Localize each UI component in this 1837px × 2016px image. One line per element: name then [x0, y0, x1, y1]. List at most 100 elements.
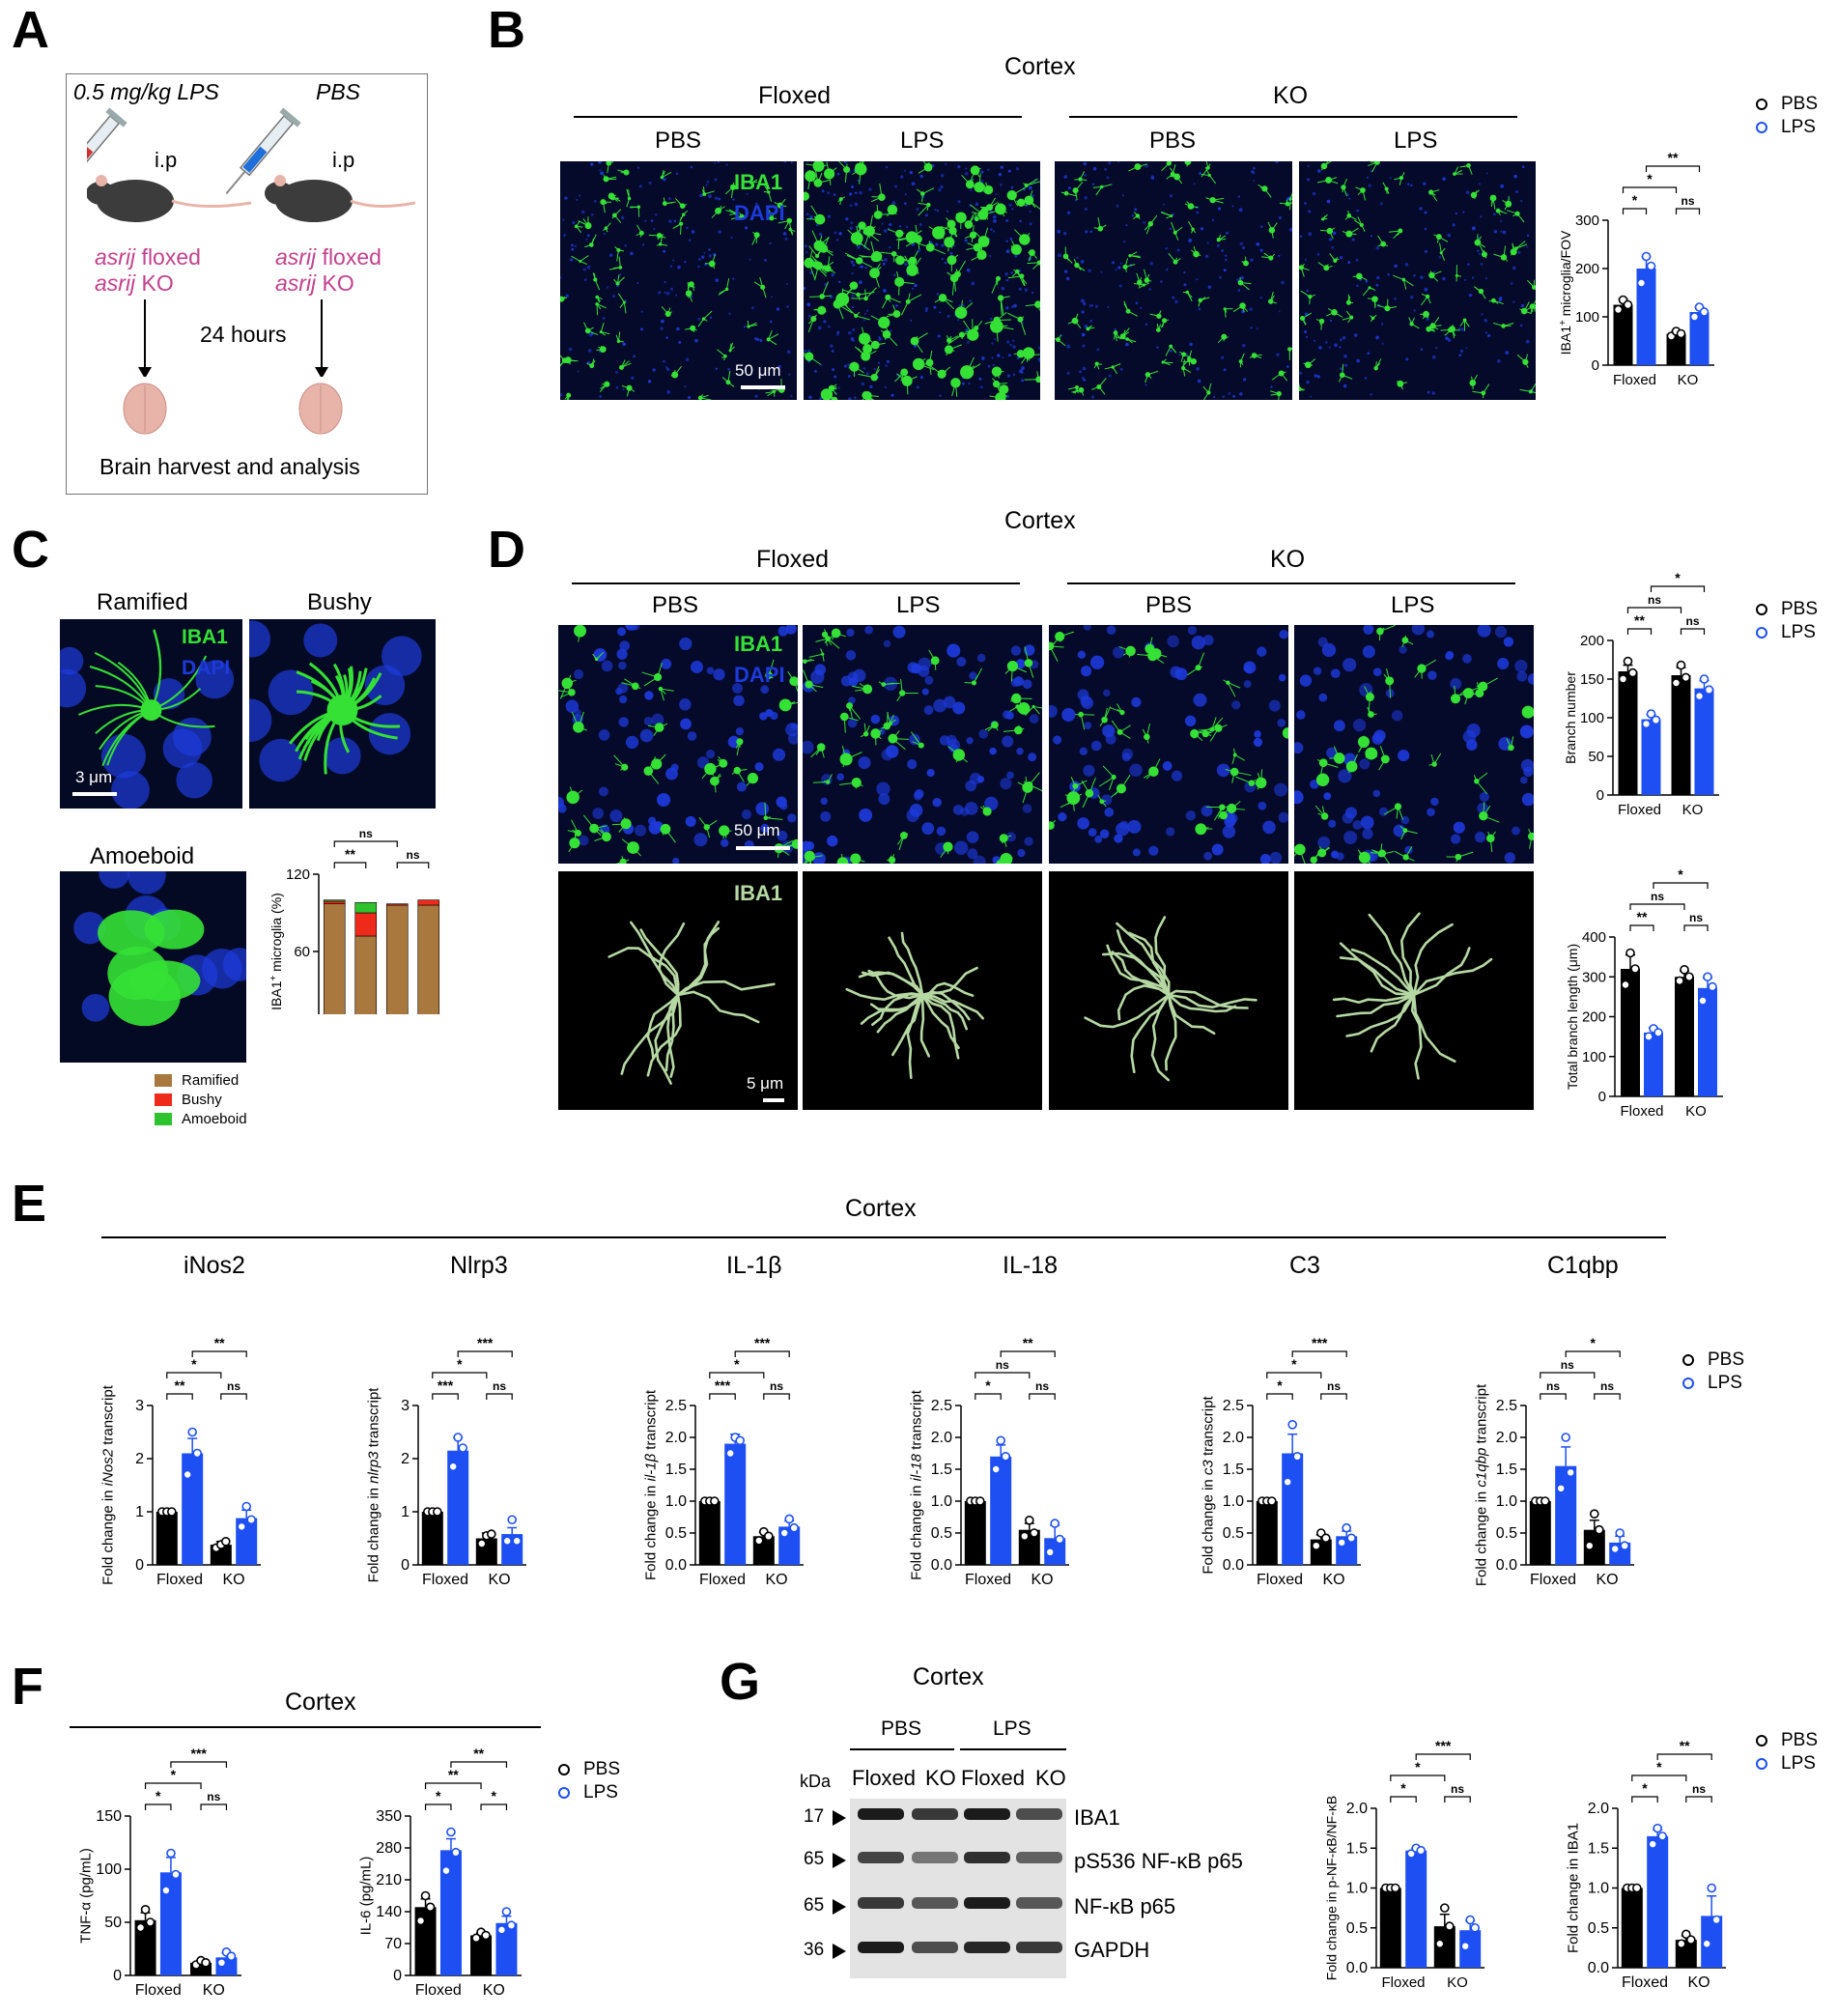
y-axis-label: Total branch length (μm)	[1565, 944, 1580, 1090]
significance-label: ***	[715, 1377, 731, 1393]
trace-branch	[1412, 923, 1454, 997]
d-treatment-1: PBS	[652, 592, 699, 618]
chart-e-nlrp3: 0 1 2 3 Fold change in nlrp3 transcript Floxe…	[365, 1335, 526, 1588]
significance-label: *	[436, 1788, 441, 1803]
data-point	[1686, 1935, 1696, 1945]
bar-pbs	[1666, 333, 1686, 365]
significance-bracket	[170, 1761, 228, 1768]
significance-bracket	[1629, 924, 1654, 931]
x-tick-label: KO	[222, 1572, 244, 1588]
significance-bracket	[1390, 1796, 1417, 1803]
data-point	[1680, 965, 1689, 975]
stacked-bar-segment	[417, 904, 440, 1014]
significance-label: **	[214, 1335, 225, 1350]
data-point	[784, 1514, 794, 1524]
data-point	[448, 1462, 458, 1472]
data-point	[171, 1869, 181, 1880]
y-tick-label: 1	[401, 1504, 410, 1520]
blot-band	[858, 1897, 904, 1909]
g-lane-1: Floxed	[852, 1766, 917, 1790]
blot-band	[912, 1942, 958, 1953]
trace-branch	[1370, 993, 1416, 1053]
legend-b: PBS LPS	[1756, 93, 1818, 139]
e-line	[101, 1236, 1666, 1238]
bar-lps	[1644, 1033, 1663, 1096]
significance-label: *	[457, 1356, 463, 1372]
bar-pbs	[421, 1512, 443, 1565]
b-stain-iba1: IBA1	[734, 170, 783, 194]
trace-branch	[1332, 993, 1416, 1005]
stacked-bar-segment	[385, 903, 409, 906]
data-point	[1283, 1477, 1292, 1487]
data-point	[1610, 1544, 1620, 1554]
x-tick-label: KO	[1685, 1103, 1707, 1120]
x-tick-label: Floxed	[1620, 1103, 1663, 1120]
y-tick-label: 140	[376, 1904, 402, 1920]
trace-branch	[919, 993, 930, 1058]
data-point	[1267, 1496, 1277, 1506]
blot-band	[964, 1852, 1010, 1863]
data-point	[1651, 715, 1661, 725]
significance-bracket	[191, 1350, 247, 1357]
x-tick-label: KO	[1682, 802, 1704, 818]
g-lane-4: KO	[1035, 1766, 1066, 1790]
significance-label: ns	[1685, 614, 1699, 628]
marker-arrow-icon	[833, 1810, 846, 1826]
significance-bracket	[709, 1393, 736, 1400]
significance-bracket	[333, 840, 398, 847]
trace-branch	[1399, 912, 1421, 997]
stacked-bar-segment	[323, 903, 346, 1014]
g-lane-3: Floxed	[961, 1766, 1026, 1790]
significance-label: ns	[996, 1358, 1009, 1372]
data-point	[1711, 1915, 1721, 1925]
significance-bracket	[1444, 1796, 1471, 1803]
x-tick-label: KO	[1687, 1974, 1710, 1991]
significance-label: *	[985, 1377, 991, 1393]
x-tick-label: KO	[488, 1572, 510, 1588]
data-point	[145, 1917, 155, 1927]
data-point	[415, 1916, 426, 1926]
y-tick-label: 1.0	[931, 1493, 952, 1510]
bar-pbs	[1256, 1501, 1278, 1565]
stacked-bar-segment	[323, 900, 346, 904]
f-line	[70, 1726, 541, 1728]
significance-bracket	[709, 1372, 765, 1378]
significance-bracket	[1631, 1775, 1687, 1781]
x-tick-label: Floxed	[156, 1572, 203, 1588]
b-stain-dapi: DAPI	[734, 201, 785, 225]
trace-branch	[1345, 993, 1416, 1037]
y-tick-label: 0.0	[1346, 1960, 1368, 1976]
blot-band	[858, 1942, 904, 1953]
y-tick-label: 2	[135, 1451, 144, 1467]
significance-label: **	[1634, 612, 1645, 628]
legend-f-pbs: PBS	[558, 1758, 620, 1781]
data-point	[420, 1890, 431, 1901]
bar-pbs	[155, 1512, 178, 1565]
significance-bracket	[1415, 1753, 1471, 1760]
significance-bracket	[1266, 1393, 1293, 1400]
blot-band	[1016, 1897, 1062, 1909]
data-point	[1646, 709, 1656, 719]
g-treatment-pbs: PBS	[881, 1718, 922, 1740]
bar-pbs	[134, 1919, 156, 1975]
c-scale-bar	[72, 792, 117, 796]
legend-g: PBS LPS	[1756, 1729, 1818, 1775]
blot-band	[964, 1808, 1010, 1820]
significance-label: *	[1277, 1377, 1283, 1393]
trace-branch	[658, 922, 686, 997]
data-point	[1465, 1915, 1475, 1925]
data-point	[166, 1848, 176, 1859]
significance-bracket	[975, 1393, 1002, 1400]
data-point	[1337, 1538, 1346, 1547]
trace-branch	[1336, 993, 1416, 1018]
significance-label: ns	[227, 1379, 240, 1393]
significance-bracket	[1320, 1393, 1347, 1400]
bar-lps	[182, 1453, 204, 1565]
x-tick-label: Floxed	[422, 1572, 468, 1588]
trace-branch	[1412, 947, 1471, 997]
significance-bracket	[144, 1803, 172, 1810]
trace-branch	[858, 971, 924, 997]
stacked-bar-segment	[354, 902, 378, 914]
x-tick-label: Floxed	[1613, 372, 1656, 388]
bar-lps	[1555, 1465, 1577, 1565]
